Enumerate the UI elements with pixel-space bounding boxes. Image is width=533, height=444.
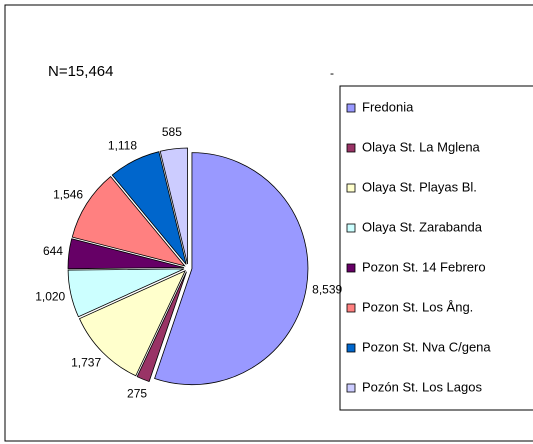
pie-slice [136,271,187,383]
legend-label: Pozon St. Los Ång. [362,299,473,314]
legend-label: Olaya St. Zarabanda [362,219,483,234]
legend-swatch [346,183,356,193]
pie-slice [159,147,188,265]
data-label: 1,737 [71,356,101,370]
pie-slice [67,268,185,318]
legend-box [339,85,533,411]
legend-swatch [346,223,356,233]
pie-slice [71,175,186,267]
legend-label: Pozon St. Nva C/gena [362,339,491,354]
pie-slice [67,238,185,270]
data-label: 644 [43,244,63,258]
data-label: 1,118 [108,139,137,153]
legend-swatch [346,383,356,393]
legend-swatch [346,303,356,313]
chart-title: N=15,464 [48,63,113,80]
pie-slice [78,269,186,377]
pie-slice [111,151,187,265]
data-label: 1,020 [35,290,65,304]
legend-swatch [346,103,356,113]
legend-label: Fredonia [362,99,414,114]
legend-label: Olaya St. La Mglena [362,139,481,154]
data-label: 275 [127,386,147,400]
data-label: 1,546 [53,187,83,201]
data-label: 8,539 [312,282,342,296]
legend-label: Pozón St. Los Lagos [362,379,482,394]
pie-slice [154,152,309,386]
legend-label: Olaya St. Playas Bl. [362,179,477,194]
legend-label: Pozon St. 14 Febrero [362,259,486,274]
data-label: 585 [162,125,182,139]
legend-swatch [346,343,356,353]
legend-swatch [346,263,356,273]
annotation: - [330,66,334,80]
legend-swatch [346,143,356,153]
